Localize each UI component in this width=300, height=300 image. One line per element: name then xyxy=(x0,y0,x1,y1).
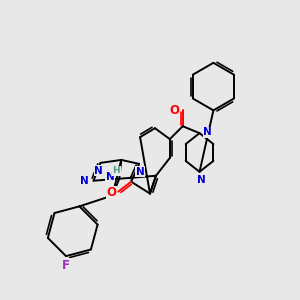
Text: N: N xyxy=(136,167,145,177)
Text: F: F xyxy=(62,259,70,272)
Text: N: N xyxy=(80,176,89,186)
Text: N: N xyxy=(203,127,212,137)
Text: N: N xyxy=(197,175,206,185)
Text: O: O xyxy=(106,186,116,199)
Text: N: N xyxy=(106,172,115,182)
Text: N: N xyxy=(94,166,103,176)
Text: H: H xyxy=(112,166,120,175)
Text: O: O xyxy=(170,104,180,117)
